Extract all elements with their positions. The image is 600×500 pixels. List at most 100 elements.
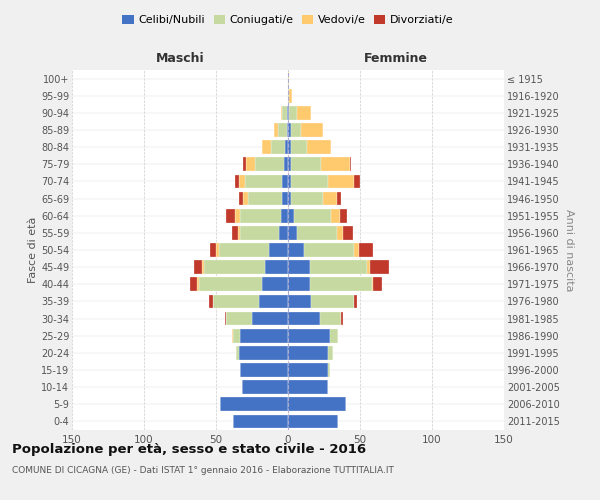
Bar	[235, 209, 241, 222]
Bar	[282, 192, 288, 205]
Bar	[248, 192, 282, 205]
Bar	[288, 174, 291, 188]
Bar	[281, 209, 288, 222]
Bar	[354, 243, 359, 257]
Bar	[370, 260, 389, 274]
Bar	[328, 346, 332, 360]
Text: COMUNE DI CICAGNA (GE) - Dati ISTAT 1° gennaio 2016 - Elaborazione TUTTITALIA.IT: COMUNE DI CICAGNA (GE) - Dati ISTAT 1° g…	[12, 466, 394, 475]
Bar	[367, 260, 370, 274]
Bar	[285, 140, 288, 154]
Bar	[321, 158, 350, 171]
Bar	[213, 294, 259, 308]
Bar	[330, 329, 338, 342]
Bar	[239, 174, 245, 188]
Bar	[199, 278, 262, 291]
Bar	[288, 209, 294, 222]
Bar	[328, 363, 330, 377]
Bar	[235, 174, 239, 188]
Bar	[343, 226, 353, 239]
Bar	[269, 243, 288, 257]
Bar	[291, 192, 323, 205]
Bar	[288, 363, 328, 377]
Bar	[288, 123, 291, 137]
Bar	[310, 260, 367, 274]
Y-axis label: Anni di nascita: Anni di nascita	[563, 209, 574, 291]
Bar	[209, 294, 213, 308]
Bar	[224, 312, 226, 326]
Bar	[232, 226, 238, 239]
Bar	[282, 106, 287, 120]
Bar	[244, 158, 246, 171]
Bar	[255, 158, 284, 171]
Bar	[241, 329, 288, 342]
Bar	[236, 346, 239, 360]
Bar	[281, 106, 282, 120]
Bar	[233, 414, 288, 428]
Bar	[233, 329, 241, 342]
Bar	[354, 294, 357, 308]
Bar	[310, 278, 371, 291]
Bar	[226, 209, 235, 222]
Bar	[202, 260, 205, 274]
Bar	[340, 209, 347, 222]
Bar	[288, 346, 328, 360]
Bar	[238, 226, 241, 239]
Text: Maschi: Maschi	[155, 52, 205, 65]
Bar	[274, 123, 278, 137]
Bar	[331, 209, 340, 222]
Bar	[337, 226, 343, 239]
Bar	[311, 294, 354, 308]
Bar	[232, 329, 233, 342]
Bar	[287, 123, 288, 137]
Bar	[262, 140, 271, 154]
Bar	[265, 260, 288, 274]
Legend: Celibi/Nubili, Coniugati/e, Vedovi/e, Divorziati/e: Celibi/Nubili, Coniugati/e, Vedovi/e, Di…	[118, 10, 458, 30]
Bar	[350, 158, 352, 171]
Bar	[288, 243, 304, 257]
Bar	[289, 89, 292, 102]
Bar	[291, 174, 328, 188]
Bar	[341, 312, 343, 326]
Bar	[307, 140, 331, 154]
Bar	[288, 294, 311, 308]
Bar	[241, 209, 281, 222]
Bar	[337, 192, 341, 205]
Y-axis label: Fasce di età: Fasce di età	[28, 217, 38, 283]
Bar	[287, 106, 288, 120]
Bar	[205, 260, 265, 274]
Bar	[304, 243, 354, 257]
Bar	[320, 312, 341, 326]
Bar	[288, 329, 330, 342]
Bar	[373, 278, 382, 291]
Bar	[241, 226, 280, 239]
Bar	[220, 398, 288, 411]
Bar	[190, 278, 197, 291]
Bar	[210, 243, 216, 257]
Bar	[241, 363, 288, 377]
Bar	[288, 260, 310, 274]
Bar	[289, 106, 296, 120]
Bar	[354, 174, 360, 188]
Bar	[239, 192, 244, 205]
Bar	[288, 398, 346, 411]
Bar	[288, 192, 291, 205]
Bar	[280, 226, 288, 239]
Bar	[288, 380, 328, 394]
Bar	[226, 312, 252, 326]
Bar	[323, 192, 337, 205]
Bar	[197, 278, 199, 291]
Bar	[288, 226, 296, 239]
Bar	[278, 123, 287, 137]
Bar	[288, 89, 289, 102]
Bar	[219, 243, 269, 257]
Bar	[239, 346, 288, 360]
Bar	[296, 226, 337, 239]
Bar	[245, 174, 282, 188]
Bar	[282, 174, 288, 188]
Bar	[296, 106, 311, 120]
Bar	[359, 243, 373, 257]
Bar	[262, 278, 288, 291]
Bar	[284, 158, 288, 171]
Bar	[371, 278, 373, 291]
Bar	[252, 312, 288, 326]
